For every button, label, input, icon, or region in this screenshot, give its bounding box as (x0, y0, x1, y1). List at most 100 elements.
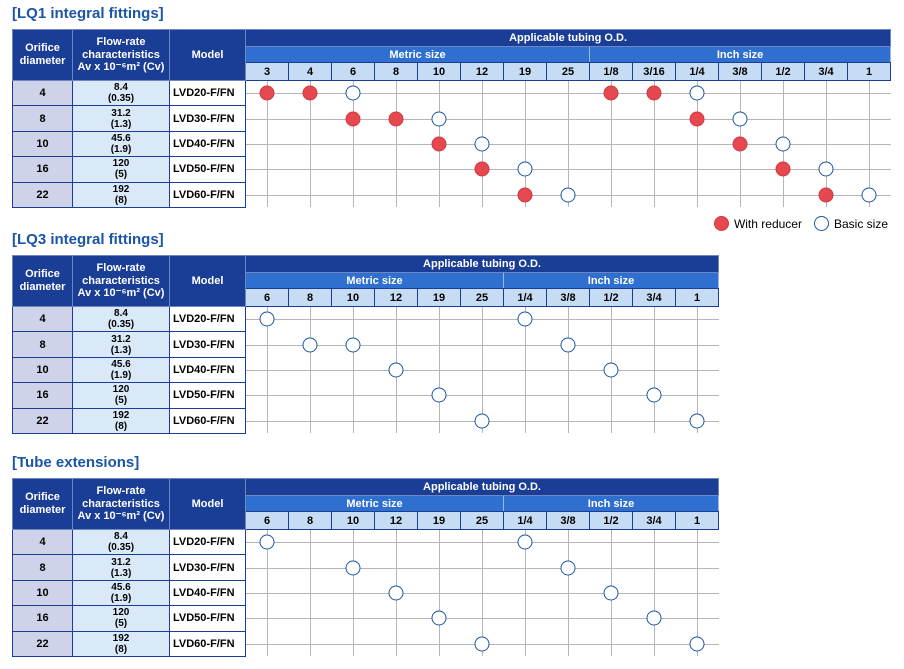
grid-cell (675, 131, 719, 158)
av-value: 192 (112, 409, 130, 421)
orifice-value: 10 (12, 131, 73, 158)
model-value: LVD20-F/FN (169, 306, 246, 333)
flow-header-line: Av x 10⁻⁶m² (Cv) (77, 61, 165, 74)
basic-size-mark (560, 560, 576, 576)
basic-size-mark (259, 534, 275, 550)
av-value: 8.4 (114, 531, 128, 543)
basic-size-mark (732, 111, 748, 127)
flow-value: 45.6 (1.9) (72, 357, 170, 384)
grid-cell (675, 554, 719, 581)
grid-cell (503, 156, 547, 183)
cv-value: (1.9) (110, 369, 132, 381)
grid-cell (288, 80, 332, 106)
flow-value: 45.6 (1.9) (72, 131, 170, 158)
cv-value: (5) (114, 395, 128, 407)
grid-cell (632, 357, 676, 384)
grid-cell (718, 182, 762, 208)
table-row: 10 45.6 (1.9) LVD40-F/FN (12, 131, 891, 158)
grid-cell (632, 631, 676, 657)
grid-cell (417, 331, 461, 358)
flow-value: 120 (5) (72, 156, 170, 183)
orifice-value: 22 (12, 182, 73, 208)
with-reducer-mark (603, 85, 619, 101)
inch-size-header: Inch size (502, 272, 720, 289)
grid-cell (417, 529, 461, 555)
inch-size-label: 1/8 (589, 62, 633, 81)
grid-cell (589, 331, 633, 358)
grid-cell (460, 631, 504, 657)
grid-cell (804, 156, 848, 183)
metric-size-label: 4 (288, 62, 332, 81)
grid-cell (417, 80, 461, 106)
av-value: 192 (112, 632, 130, 644)
grid-cell (288, 131, 332, 158)
basic-size-mark (775, 136, 791, 152)
grid-cell (288, 306, 332, 332)
basic-size-mark (689, 85, 705, 101)
orifice-header: Orifice diameter (12, 29, 73, 81)
with-reducer-mark (431, 136, 447, 152)
flow-header-line: characteristics (82, 274, 160, 287)
grid-cell (632, 529, 676, 555)
grid-cell (417, 306, 461, 332)
model-value: LVD60-F/FN (169, 182, 246, 208)
flow-header-line: Flow-rate (96, 262, 146, 275)
grid-cell (589, 182, 633, 208)
flow-value: 120 (5) (72, 382, 170, 409)
grid-cell (460, 156, 504, 183)
inch-size-label: 1/2 (761, 62, 805, 81)
grid-cell (804, 131, 848, 158)
model-value: LVD50-F/FN (169, 382, 246, 409)
basic-size-mark (259, 311, 275, 327)
table-row: 10 45.6 (1.9) LVD40-F/FN (12, 580, 719, 607)
basic-size-mark (560, 187, 576, 203)
grid-cell (675, 357, 719, 384)
orifice-header-line: Orifice (25, 491, 60, 504)
metric-size-label: 3 (245, 62, 289, 81)
table-row: 10 45.6 (1.9) LVD40-F/FN (12, 357, 719, 384)
grid-cell (503, 331, 547, 358)
grid-cell (546, 382, 590, 409)
grid-cell (288, 331, 332, 358)
inch-size-label: 3/8 (718, 62, 762, 81)
inch-size-label: 1/4 (503, 511, 547, 530)
grid-cell (460, 554, 504, 581)
inch-size-label: 3/4 (632, 511, 676, 530)
section-title: [LQ1 integral fittings] (12, 5, 164, 22)
orifice-value: 22 (12, 631, 73, 657)
grid-cell (374, 529, 418, 555)
with-reducer-mark (732, 136, 748, 152)
basic-size-mark (345, 560, 361, 576)
grid-cell (245, 331, 289, 358)
flow-header-line: characteristics (82, 48, 160, 61)
cv-value: (1.3) (110, 118, 132, 130)
inch-size-label: 3/4 (632, 288, 676, 307)
grid-cell (503, 105, 547, 132)
grid-cell (632, 105, 676, 132)
grid-cell (546, 182, 590, 208)
basic-size-mark (431, 111, 447, 127)
grid-cell (804, 182, 848, 208)
table-row: 4 8.4 (0.35) LVD20-F/FN (12, 80, 891, 107)
orifice-header-line: diameter (19, 281, 66, 293)
model-value: LVD30-F/FN (169, 331, 246, 358)
orifice-value: 8 (12, 331, 73, 358)
metric-size-header: Metric size (245, 46, 590, 63)
orifice-value: 8 (12, 105, 73, 132)
with-reducer-legend-label: With reducer (733, 216, 802, 231)
orifice-header-line: diameter (19, 55, 66, 67)
basic-size-mark (517, 161, 533, 177)
orifice-header: Orifice diameter (12, 478, 73, 530)
grid-cell (546, 408, 590, 434)
fittings-table: Orifice diameter Flow-rate characteristics A… (12, 29, 892, 208)
basic-size-mark (431, 610, 447, 626)
cv-value: (1.9) (110, 143, 132, 155)
section-title: [LQ3 integral fittings] (12, 231, 164, 248)
grid-cell (847, 105, 891, 132)
grid-cell (374, 131, 418, 158)
grid-cell (460, 182, 504, 208)
grid-cell (546, 105, 590, 132)
grid-cell (675, 605, 719, 632)
grid-cell (761, 156, 805, 183)
table-row: 22 192 (8) LVD60-F/FN (12, 182, 891, 208)
